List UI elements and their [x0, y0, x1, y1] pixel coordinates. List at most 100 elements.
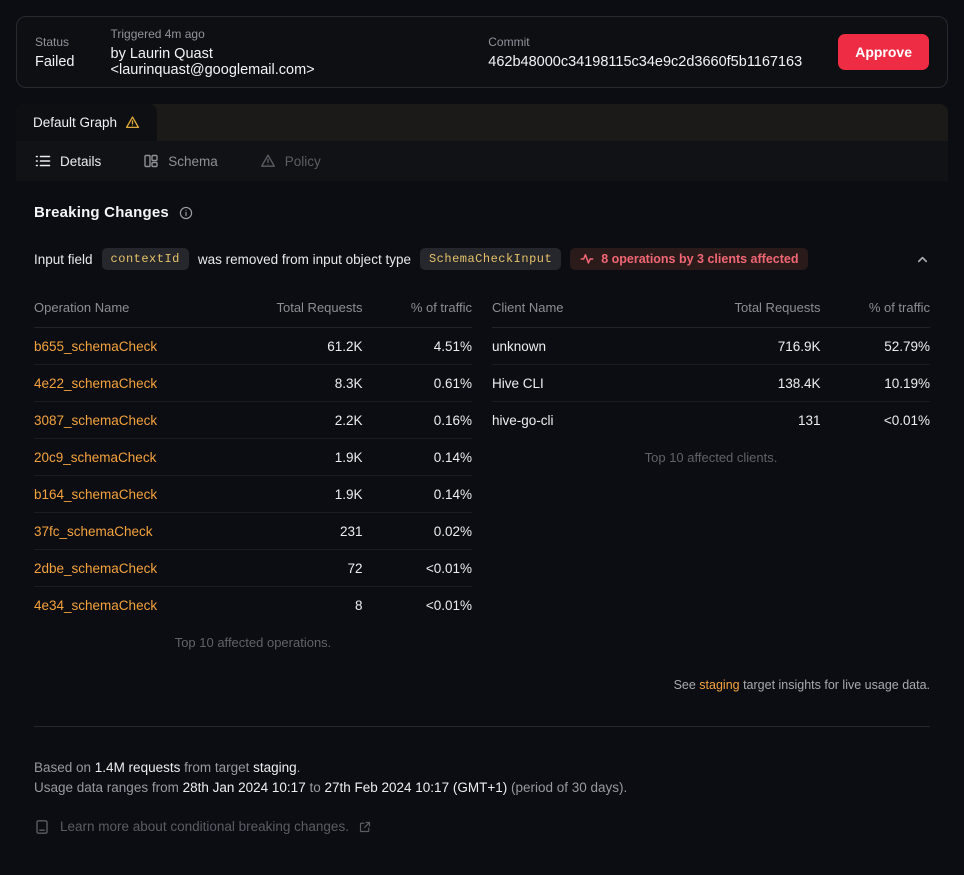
value-cell: 0.16% [362, 401, 472, 439]
table-row: 4e34_schemaCheck 8 <0.01% [34, 587, 472, 624]
commit-hash: 462b48000c34198115c34e9c2d3660f5b1167163 [488, 53, 803, 70]
check-header: Status Failed Triggered 4m ago by Laurin… [16, 16, 948, 88]
table-row: b655_schemaCheck 61.2K 4.51% [34, 327, 472, 365]
tab-default-graph-label: Default Graph [33, 115, 118, 130]
operation-link[interactable]: 3087_schemaCheck [34, 412, 158, 428]
name-cell: Hive CLI [492, 364, 685, 402]
info-icon[interactable] [179, 206, 193, 220]
change-text-middle: was removed from input object type [197, 251, 411, 267]
type-code-badge: SchemaCheckInput [419, 248, 562, 270]
value-cell: 0.14% [362, 438, 472, 476]
value-cell: 0.14% [362, 475, 472, 513]
table-row: hive-go-cli 131 <0.01% [492, 402, 930, 439]
triggered-group: Triggered 4m ago by Laurin Quast <laurin… [111, 27, 321, 78]
based-middle: from target [180, 760, 254, 775]
table-row: 4e22_schemaCheck 8.3K 0.61% [34, 364, 472, 402]
based-prefix: Based on [34, 760, 95, 775]
based-on-line: Based on 1.4M requests from target stagi… [34, 758, 930, 778]
value-cell: 138.4K [684, 364, 821, 402]
operation-link[interactable]: 37fc_schemaCheck [34, 523, 153, 539]
value-cell: 0.61% [362, 364, 472, 402]
operation-cell: 3087_schemaCheck [34, 401, 227, 439]
operations-table: Operation Name Total Requests% of traffic… [34, 286, 472, 623]
operation-cell: 4e34_schemaCheck [34, 587, 227, 624]
operation-cell: 20c9_schemaCheck [34, 438, 227, 476]
value-cell: 4.51% [362, 327, 472, 365]
column-header: Total Requests [684, 286, 821, 328]
book-icon [36, 820, 48, 834]
clients-caption: Top 10 affected clients. [644, 450, 778, 465]
triggered-author: by Laurin Quast <laurinquast@googlemail.… [110, 45, 315, 78]
operation-link[interactable]: b655_schemaCheck [34, 338, 158, 354]
learn-more-link[interactable]: Learn more about conditional breaking ch… [34, 817, 930, 837]
value-cell: 1.9K [226, 438, 363, 476]
value-cell: <0.01% [883, 412, 930, 428]
operation-cell: b655_schemaCheck [34, 327, 227, 365]
tab-default-graph[interactable]: Default Graph [16, 104, 158, 141]
graph-tab-strip: Default Graph [16, 104, 948, 141]
staging-target-link[interactable]: staging [699, 678, 740, 692]
commit-label: Commit [488, 34, 530, 49]
operations-column: Operation Name Total Requests% of traffic… [34, 286, 472, 650]
tab-policy-label: Policy [284, 153, 321, 169]
operation-link[interactable]: 4e34_schemaCheck [34, 597, 158, 613]
table-row: b164_schemaCheck 1.9K 0.14% [34, 475, 472, 513]
clients-table: Client Name Total Requests% of traffic unk… [492, 286, 930, 438]
value-cell: 231 [226, 512, 363, 550]
footer-divider [34, 726, 930, 727]
date-range-line: Usage data ranges from 28th Jan 2024 10:… [34, 778, 930, 798]
clients-column: Client Name Total Requests% of traffic unk… [492, 286, 930, 650]
column-header: Operation Name [34, 286, 227, 328]
breaking-change-row[interactable]: Input field contextId was removed from i… [34, 248, 930, 270]
triggered-label: Triggered 4m ago [110, 26, 205, 41]
table-row: 37fc_schemaCheck 231 0.02% [34, 512, 472, 550]
tab-details[interactable]: Details [35, 153, 101, 169]
value-cell: <0.01% [425, 597, 472, 613]
learn-more-label: Learn more about conditional breaking ch… [60, 819, 349, 834]
status-label: Status [35, 34, 70, 49]
warning-icon [125, 116, 140, 129]
value-cell: 8 [354, 597, 363, 613]
range-suffix: (period of 30 days). [507, 780, 628, 795]
column-header: % of traffic [362, 286, 472, 328]
range-from-date: 28th Jan 2024 10:17 [182, 780, 306, 795]
breaking-changes-header: Breaking Changes [34, 204, 930, 221]
value-cell: 131 [797, 412, 821, 428]
table-row: 2dbe_schemaCheck 72 <0.01% [34, 549, 472, 587]
column-header: Total Requests [226, 286, 363, 328]
status-value: Failed [35, 53, 75, 70]
insights-note-prefix: See [673, 678, 700, 692]
operation-link[interactable]: 2dbe_schemaCheck [34, 560, 158, 576]
tab-schema[interactable]: Schema [143, 153, 218, 169]
affected-operations-badge: 8 operations by 3 clients affected [570, 248, 809, 270]
value-cell: 716.9K [684, 327, 821, 365]
column-header: % of traffic [820, 286, 930, 328]
commit-group: Commit 462b48000c34198115c34e9c2d3660f5b… [488, 35, 802, 70]
value-cell: 0.02% [362, 512, 472, 550]
usage-footer: Based on 1.4M requests from target stagi… [34, 758, 930, 837]
value-cell: 2.2K [226, 401, 363, 439]
operation-link[interactable]: 20c9_schemaCheck [34, 449, 157, 465]
value-cell: 72 [226, 549, 363, 587]
operation-cell: b164_schemaCheck [34, 475, 227, 513]
table-header-row: Client Name Total Requests% of traffic [492, 286, 930, 328]
insights-note: See staging target insights for live usa… [34, 678, 930, 692]
pulse-icon [580, 254, 594, 264]
operation-link[interactable]: b164_schemaCheck [34, 486, 158, 502]
tab-policy[interactable]: Policy [260, 153, 321, 169]
operation-link[interactable]: 4e22_schemaCheck [34, 375, 158, 391]
chevron-up-icon[interactable] [915, 252, 930, 267]
name-cell: unknown [492, 327, 685, 365]
target-name: staging [253, 760, 297, 775]
value-cell: 61.2K [226, 327, 363, 365]
breaking-changes-title: Breaking Changes [34, 204, 169, 221]
approve-button[interactable]: Approve [838, 34, 929, 70]
check-subtabs: Details Schema Policy [16, 141, 948, 181]
value-cell: 1.9K [226, 475, 363, 513]
value-cell: <0.01% [362, 549, 472, 587]
graph-panel: Default Graph Details Sch [16, 104, 948, 837]
table-row: unknown 716.9K 52.79% [492, 327, 930, 365]
table-row: Hive CLI 138.4K 10.19% [492, 364, 930, 402]
change-text-prefix: Input field [34, 251, 93, 267]
